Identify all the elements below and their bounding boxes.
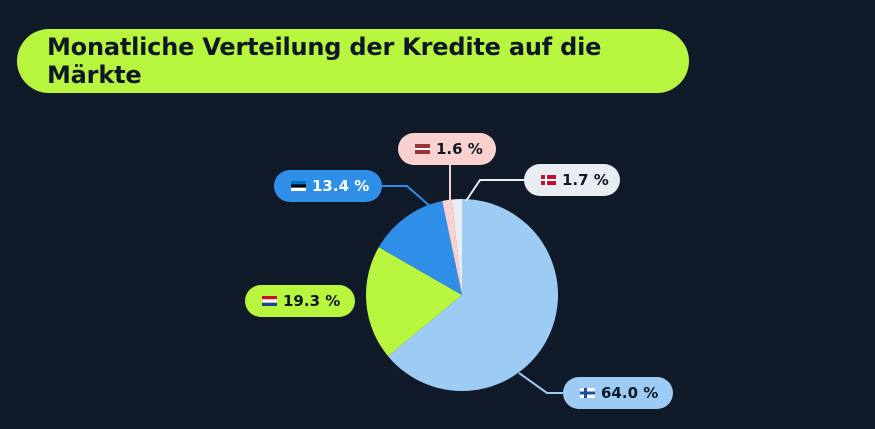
label-pill (398, 133, 496, 165)
slice-label-denmark: 1.7 % (524, 164, 620, 196)
slice-value-label: 1.7 % (562, 171, 609, 189)
pie-slice-netherlands (366, 247, 462, 357)
slice-label-estonia: 13.4 % (274, 170, 382, 202)
slice-label-latvia: 1.6 % (398, 133, 496, 165)
slice-labels: 64.0 % 19.3 % 13.4 % 1.6 % 1.7 % (245, 133, 673, 409)
denmark-flag (541, 175, 556, 185)
label-pill (245, 285, 355, 317)
slice-value-label: 13.4 % (312, 177, 369, 195)
leader-line-denmark (465, 179, 524, 202)
slice-label-finland: 64.0 % (563, 377, 673, 409)
pie-slice-finland (388, 199, 558, 392)
netherlands-flag (262, 296, 277, 306)
label-pill (524, 164, 620, 196)
latvia-flag (415, 144, 430, 154)
leader-line-estonia (382, 185, 433, 209)
pie-slice-denmark (451, 199, 462, 295)
label-pill (563, 377, 673, 409)
slice-value-label: 19.3 % (283, 292, 340, 310)
estonia-flag (291, 181, 306, 191)
pie-slice-estonia (378, 201, 462, 295)
pie-slices (366, 199, 558, 392)
slice-label-netherlands: 19.3 % (245, 285, 355, 317)
slice-value-label: 1.6 % (436, 140, 483, 158)
label-pill (274, 170, 382, 202)
leader-line-finland (518, 372, 563, 394)
finland-flag (580, 388, 595, 398)
pie-slice-latvia (442, 199, 462, 295)
chart-title: Monatliche Verteilung der Kredite auf di… (47, 33, 602, 89)
title-pill: Monatliche Verteilung der Kredite auf di… (17, 29, 689, 93)
slice-value-label: 64.0 % (601, 384, 658, 402)
